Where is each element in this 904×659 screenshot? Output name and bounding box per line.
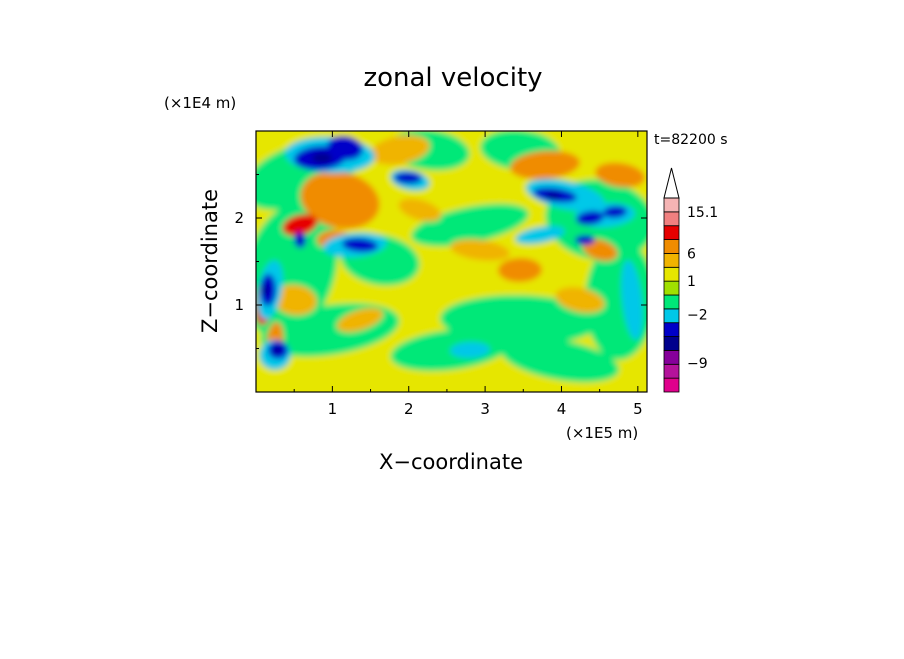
colorbar-level	[663, 308, 680, 324]
field-cell	[603, 205, 627, 219]
colorbar-label: 6	[687, 246, 696, 262]
x-axis-label: X−coordinate	[379, 450, 523, 474]
field-cell	[621, 260, 643, 340]
field-cell	[398, 198, 442, 222]
field-cell	[545, 193, 561, 199]
field-cell	[312, 153, 332, 163]
colorbar-level	[663, 211, 680, 227]
colorbar-level	[663, 377, 680, 393]
field-cell	[510, 150, 580, 180]
colorbar-arrow	[663, 167, 680, 199]
colorbar-level	[663, 294, 680, 310]
field-cell	[394, 171, 422, 185]
colorbar-level	[663, 322, 680, 337]
colorbar-level	[663, 253, 680, 268]
field-cell	[576, 210, 604, 226]
field-cell	[282, 214, 318, 236]
field-cell	[273, 284, 317, 316]
x-axis-unit: (×1E5 m)	[566, 424, 638, 442]
field-cell	[450, 341, 490, 359]
x-tick-label: 5	[633, 400, 643, 418]
colorbar: 15.1 6 1 −2 −9	[663, 167, 718, 393]
colorbar-level	[663, 225, 680, 240]
y-tick-label: 2	[234, 209, 244, 227]
colorbar-label: −9	[687, 356, 708, 372]
field-cell	[411, 203, 529, 247]
colorbar-level	[663, 239, 680, 254]
x-axis-ticks: 1 2 3 4 5	[293, 131, 643, 418]
colorbar-level	[663, 266, 680, 282]
x-tick-label: 3	[480, 400, 490, 418]
x-tick-label: 2	[404, 400, 414, 418]
field-cell	[555, 287, 605, 313]
field-cell	[262, 284, 268, 296]
colorbar-level	[663, 197, 680, 213]
chart-title: zonal velocity	[363, 63, 542, 93]
field-cell	[300, 171, 380, 229]
field-cell	[582, 239, 618, 261]
field-cell	[595, 162, 645, 188]
field-cell	[293, 232, 307, 248]
field-cell	[575, 234, 595, 246]
colorbar-level	[663, 336, 680, 351]
field-cell	[342, 237, 378, 253]
velocity-field	[256, 131, 647, 392]
colorbar-level	[663, 350, 680, 365]
y-tick-label: 1	[234, 296, 244, 314]
field-cell	[370, 135, 430, 165]
y-axis-unit: (×1E4 m)	[164, 94, 236, 112]
colorbar-level	[663, 280, 680, 296]
field-cell	[390, 328, 510, 372]
field-cell	[450, 239, 510, 261]
colorbar-label: −2	[687, 307, 708, 323]
field-contours	[256, 131, 647, 392]
time-label: t=82200 s	[654, 132, 728, 148]
field-cell	[336, 307, 384, 333]
field-cell	[515, 225, 565, 245]
field-cell	[498, 257, 542, 283]
y-axis-label: Z−coordinate	[198, 189, 222, 333]
field-cell	[327, 135, 363, 161]
x-tick-label: 4	[557, 400, 567, 418]
x-tick-label: 1	[328, 400, 338, 418]
colorbar-label: 15.1	[687, 205, 718, 221]
colorbar-level	[663, 363, 680, 379]
field-cell	[500, 337, 620, 383]
y-axis-ticks: 12	[234, 174, 647, 349]
field-cell	[273, 347, 281, 353]
colorbar-label: 1	[687, 274, 696, 290]
